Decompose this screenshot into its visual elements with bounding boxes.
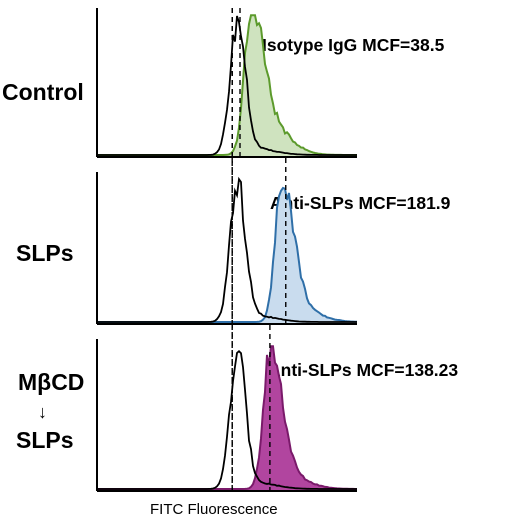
row-label-slps: SLPs [16, 240, 74, 266]
mcf-annotation-mbcd-slps: Anti-SLPs MCF=138.23 [268, 360, 458, 380]
isotype-histogram-line [97, 349, 357, 490]
histogram-panel-control [96, 8, 357, 158]
isotype-histogram-line [97, 15, 357, 156]
row-label-control: Control [2, 79, 84, 105]
row-label-arrow: ↓ [38, 402, 47, 422]
row-label-slps-treated: SLPs [16, 427, 74, 453]
row-label-mbcd: MβCD [18, 369, 84, 395]
mcf-annotation-slps: Anti-SLPs MCF=181.9 [270, 193, 451, 213]
histogram-panel-slps [96, 158, 358, 325]
histogram-panel-mbcd-slps [96, 325, 357, 492]
isotype-histogram-line [97, 176, 357, 323]
mcf-annotation-control: Isotype IgG MCF=38.5 [262, 35, 445, 55]
x-axis-label: FITC Fluorescence [150, 501, 278, 518]
